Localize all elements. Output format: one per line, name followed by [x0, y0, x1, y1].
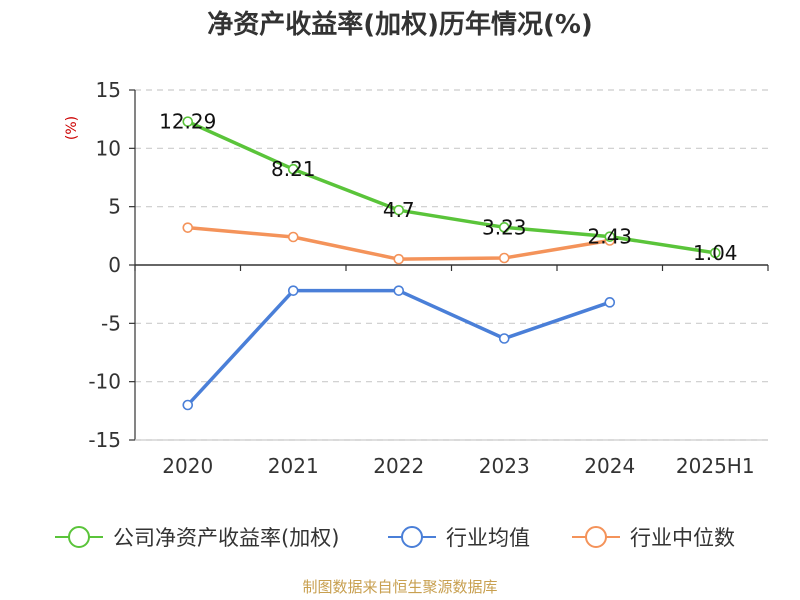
data-label: 8.21	[271, 157, 316, 181]
x-tick-label: 2023	[479, 454, 530, 478]
y-tick-label: 0	[108, 253, 121, 277]
data-point	[287, 231, 299, 243]
legend-marker	[585, 526, 607, 548]
y-tick-label: -10	[88, 370, 121, 394]
legend-label: 行业中位数	[630, 526, 735, 550]
x-tick-label: 2021	[268, 454, 319, 478]
data-point	[604, 231, 616, 242]
data-label: 12.29	[159, 110, 216, 134]
data-label: 2.43	[587, 225, 632, 249]
data-label: 1.04	[693, 241, 738, 265]
data-point	[182, 222, 194, 233]
x-tick-label: 2020	[162, 454, 213, 478]
series-0: 12.29 8.21 4.7 3.23 2.43 1.04	[159, 110, 737, 265]
data-point	[498, 333, 510, 344]
legend: 公司净资产收益率(加权) 行业均值 行业中位数	[55, 526, 735, 550]
data-point	[182, 116, 194, 127]
legend-label: 公司净资产收益率(加权)	[113, 526, 339, 550]
y-tick-label: -15	[88, 428, 121, 452]
x-tick-label: 2024	[584, 454, 635, 478]
data-point	[709, 247, 721, 259]
series-line	[186, 288, 612, 407]
y-tick-label: -5	[101, 311, 121, 335]
y-tick-label: 5	[108, 195, 121, 219]
legend-item-1: 行业均值	[388, 526, 530, 550]
data-label: 3.23	[482, 215, 527, 239]
data-point	[604, 297, 616, 308]
legend-item-2: 行业中位数	[572, 526, 735, 550]
data-point	[498, 222, 510, 233]
series-layer: 12.29 8.21 4.7 3.23 2.43 1.04	[159, 110, 738, 411]
data-label: 4.7	[383, 198, 415, 222]
legend-label: 行业均值	[446, 526, 530, 550]
data-point	[498, 252, 510, 264]
y-tick-label: 10	[96, 136, 121, 160]
data-point	[393, 285, 405, 296]
series-1	[182, 285, 616, 411]
data-point	[393, 253, 405, 265]
source-note: 制图数据来自恒生聚源数据库	[302, 578, 497, 596]
axes: 15 10 5 0 -5 -10 -15 2020 2021 2022 2023 2024 2025H1	[88, 78, 769, 478]
series-2	[182, 222, 616, 265]
y-axis-label: (%)	[64, 116, 80, 140]
chart-title: 净资产收益率(加权)历年情况(%)	[207, 9, 593, 40]
legend-marker	[68, 526, 90, 548]
legend-item-0: 公司净资产收益率(加权)	[55, 526, 339, 550]
y-tick-label: 15	[96, 78, 121, 102]
x-tick-label: 2022	[373, 454, 424, 478]
data-point	[393, 204, 405, 216]
data-point	[182, 399, 194, 411]
legend-marker	[401, 526, 423, 548]
data-point	[287, 163, 299, 175]
x-tick-label: 2025H1	[676, 454, 755, 478]
data-point	[287, 285, 299, 296]
series-line	[186, 119, 717, 255]
